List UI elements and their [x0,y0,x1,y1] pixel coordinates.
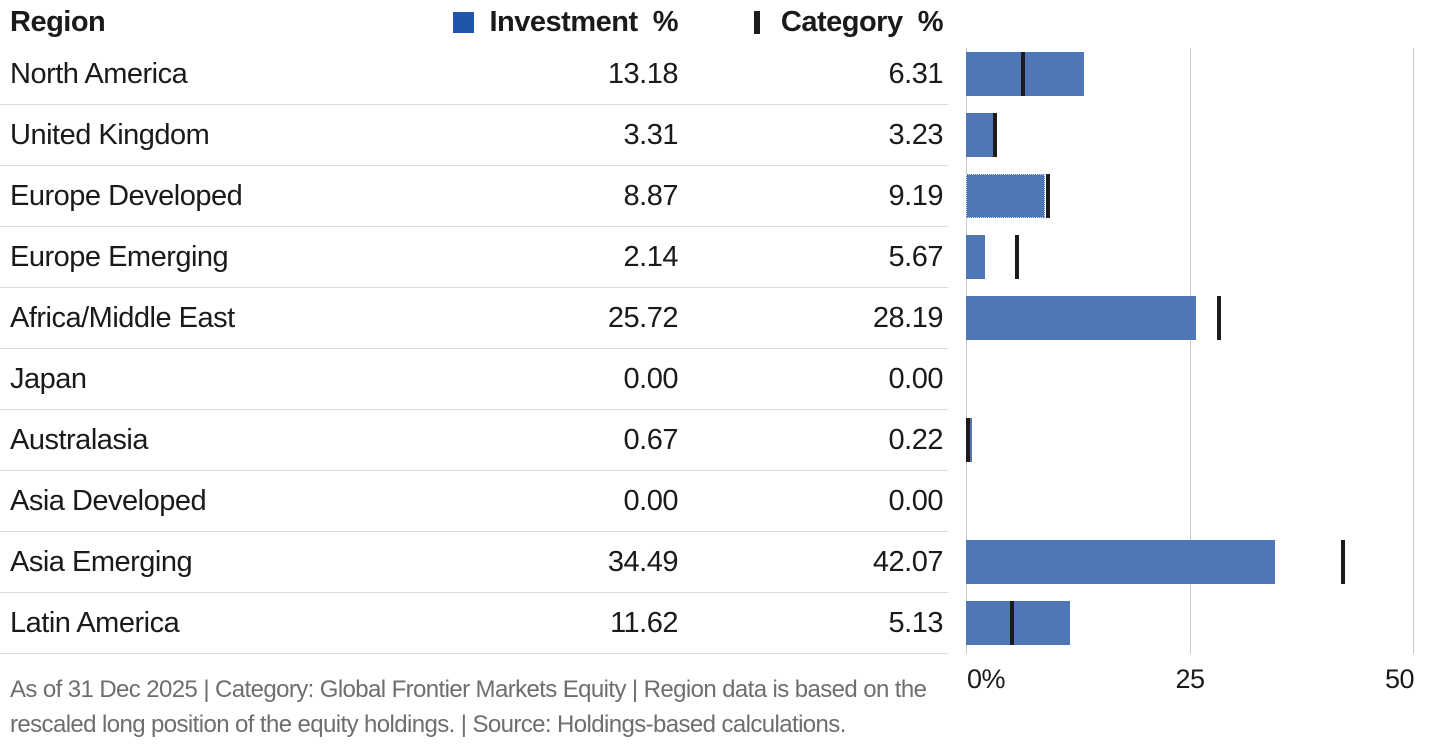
gridline-25 [1190,48,1191,654]
chart-row [966,44,1414,105]
table-header-row: Region Investment % Category % [0,0,948,44]
regions-bar-chart: 0% 25 50 [965,0,1415,750]
investment-bar[interactable] [966,174,1046,218]
category-value: 0.00 [888,484,944,517]
investment-value: 11.62 [610,606,678,639]
chart-row [966,288,1414,349]
chart-plot-area [965,44,1414,654]
investment-value: 8.87 [623,179,679,212]
table-row: Europe Developed 8.87 9.19 [0,166,948,227]
table-row: Europe Emerging 2.14 5.67 [0,227,948,288]
region-name: Japan [10,362,87,395]
investment-value: 2.14 [623,240,679,273]
category-legend-tick-icon [753,10,760,34]
chart-row [966,349,1414,410]
category-value: 3.23 [888,118,944,151]
footnote-line-2: rescaled long position of the equity hol… [10,711,846,738]
chart-row [966,532,1414,593]
axis-tick-0: 0% [967,664,1006,694]
investment-legend-swatch-icon [452,11,474,33]
axis-tick-25: 25 [1175,664,1205,694]
region-name: Latin America [10,606,180,639]
region-name: Europe Emerging [10,240,229,273]
investment-bar[interactable] [966,113,996,157]
region-name: North America [10,57,188,90]
category-tick-marker[interactable] [992,113,997,157]
table-row: North America 13.18 6.31 [0,44,948,105]
investment-value: 0.00 [623,484,679,517]
category-tick-marker[interactable] [965,418,970,462]
investment-value: 3.31 [623,118,679,151]
axis-tick-50: 50 [1384,664,1415,694]
region-name: Australasia [10,423,148,456]
gridline-50 [1413,48,1414,654]
investment-column-header: Investment % [489,5,679,38]
category-value: 0.22 [888,423,944,456]
regions-table: Region Investment % Category % North Ame… [0,0,948,742]
chart-row [966,105,1414,166]
category-value: 9.19 [888,179,944,212]
table-row: Africa/Middle East 25.72 28.19 [0,288,948,349]
investment-legend: Investment % [420,6,678,39]
chart-x-axis: 0% 25 50 [966,664,1415,698]
category-value: 42.07 [872,545,944,578]
table-row: Asia Developed 0.00 0.00 [0,471,948,532]
investment-value: 34.49 [607,545,679,578]
category-value: 6.31 [888,57,944,90]
table-body: North America 13.18 6.31 United Kingdom … [0,44,948,654]
table-row: Asia Emerging 34.49 42.07 [0,532,948,593]
category-tick-marker[interactable] [1014,235,1019,279]
category-legend: Category % [678,5,944,39]
footnote: As of 31 Dec 2025 | Category: Global Fro… [0,672,948,742]
region-name: Asia Emerging [10,545,193,578]
category-tick-marker[interactable] [1216,296,1221,340]
chart-row [966,471,1414,532]
table-row: Australasia 0.67 0.22 [0,410,948,471]
category-column-header: Category % [780,5,944,38]
investment-bar[interactable] [966,540,1276,584]
category-value: 5.67 [888,240,944,273]
investment-value: 0.00 [623,362,679,395]
category-tick-marker[interactable] [1046,174,1051,218]
investment-value: 13.18 [607,57,679,90]
footnote-line-1: As of 31 Dec 2025 | Category: Global Fro… [10,676,927,703]
category-tick-marker[interactable] [1009,601,1014,645]
investment-bar[interactable] [966,296,1197,340]
investment-value: 0.67 [623,423,679,456]
investment-bar[interactable] [966,601,1071,645]
table-row: Latin America 11.62 5.13 [0,593,948,654]
investment-bar[interactable] [966,52,1085,96]
chart-row [966,593,1414,654]
chart-row [966,166,1414,227]
investment-value: 25.72 [607,301,679,334]
investment-bar[interactable] [966,235,986,279]
region-name: Europe Developed [10,179,243,212]
chart-row [966,227,1414,288]
category-value: 0.00 [888,362,944,395]
region-name: Asia Developed [10,484,207,517]
table-row: Japan 0.00 0.00 [0,349,948,410]
category-value: 5.13 [888,606,944,639]
category-value: 28.19 [872,301,944,334]
chart-row [965,410,1414,471]
region-column-header: Region [10,5,106,38]
region-name: United Kingdom [10,118,210,151]
category-tick-marker[interactable] [1340,540,1345,584]
region-name: Africa/Middle East [10,301,235,334]
category-tick-marker[interactable] [1020,52,1025,96]
gridline-0 [966,48,967,654]
table-row: United Kingdom 3.31 3.23 [0,105,948,166]
